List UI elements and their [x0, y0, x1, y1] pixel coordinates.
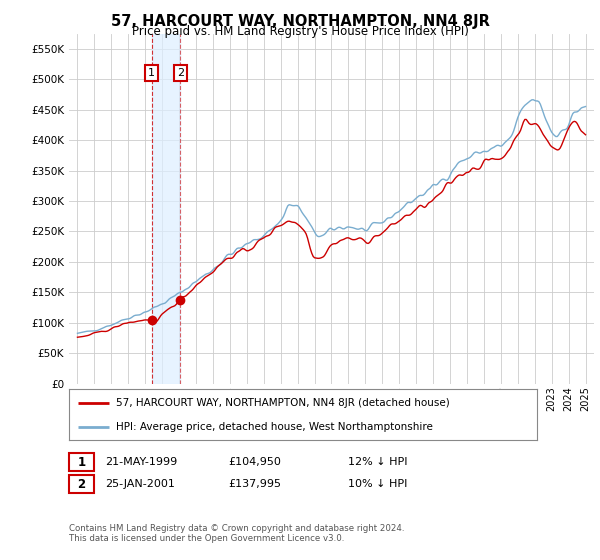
Text: 1: 1	[77, 455, 86, 469]
Text: 57, HARCOURT WAY, NORTHAMPTON, NN4 8JR: 57, HARCOURT WAY, NORTHAMPTON, NN4 8JR	[110, 14, 490, 29]
Text: Contains HM Land Registry data © Crown copyright and database right 2024.
This d: Contains HM Land Registry data © Crown c…	[69, 524, 404, 543]
Text: 1: 1	[148, 68, 155, 78]
Text: 2: 2	[77, 478, 86, 491]
Text: 10% ↓ HPI: 10% ↓ HPI	[348, 479, 407, 489]
Text: HPI: Average price, detached house, West Northamptonshire: HPI: Average price, detached house, West…	[116, 422, 433, 432]
Text: £104,950: £104,950	[228, 457, 281, 467]
Text: Price paid vs. HM Land Registry's House Price Index (HPI): Price paid vs. HM Land Registry's House …	[131, 25, 469, 38]
Text: 12% ↓ HPI: 12% ↓ HPI	[348, 457, 407, 467]
Bar	[152, 34, 180, 384]
Text: £137,995: £137,995	[228, 479, 281, 489]
Text: 57, HARCOURT WAY, NORTHAMPTON, NN4 8JR (detached house): 57, HARCOURT WAY, NORTHAMPTON, NN4 8JR (…	[116, 398, 449, 408]
Text: 25-JAN-2001: 25-JAN-2001	[105, 479, 175, 489]
Text: 21-MAY-1999: 21-MAY-1999	[105, 457, 177, 467]
Text: 2: 2	[177, 68, 184, 78]
